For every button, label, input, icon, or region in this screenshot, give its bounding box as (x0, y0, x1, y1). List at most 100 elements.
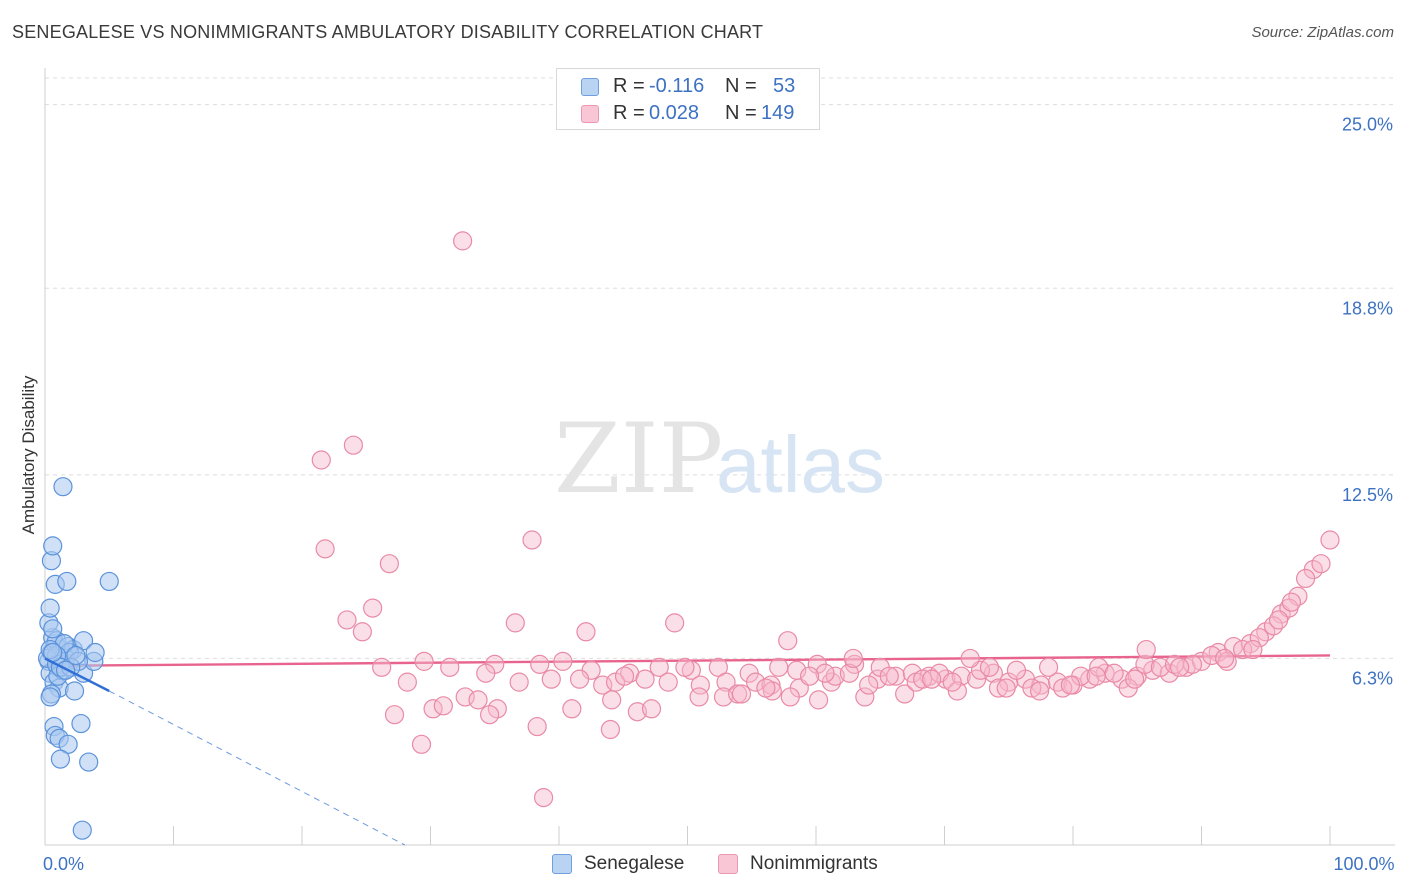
watermark-atlas: atlas (716, 420, 885, 509)
r-label: R = (613, 102, 645, 124)
senegalese-point (40, 598, 60, 618)
nonimmigrants-point (453, 231, 473, 251)
senegalese-trend-extension (109, 690, 406, 846)
nonimmigrants-point (614, 666, 635, 686)
nonimmigrants-point (1053, 678, 1073, 698)
nonimmigrants-point (675, 657, 695, 677)
nonimmigrants-point (411, 734, 432, 754)
senegalese-point (64, 681, 85, 701)
nonimmigrants-point (1135, 654, 1155, 674)
nonimmigrants-point (1143, 660, 1163, 680)
nonimmigrants-point (746, 672, 766, 692)
senegalese-point (43, 619, 63, 639)
nonimmigrants-point (1086, 666, 1106, 686)
r-value: -0.116 (649, 75, 705, 97)
chart-title: SENEGALESE VS NONIMMIGRANTS AMBULATORY D… (12, 22, 764, 42)
nonimmigrants-point (1295, 568, 1316, 589)
nonimmigrants-point (1268, 610, 1289, 630)
nonimmigrants-point (530, 654, 550, 674)
nonimmigrants-point (649, 657, 669, 677)
nonimmigrants-point (799, 666, 820, 686)
nonimmigrants-point (960, 648, 980, 669)
nonimmigrants-point (541, 669, 561, 689)
source-label: Source: ZipAtlas.com (1251, 24, 1394, 41)
nonimmigrants-point (553, 651, 573, 671)
nonimmigrants-point (476, 663, 496, 683)
nonimmigrants-point (509, 672, 529, 692)
nonimmigrants-point (433, 696, 453, 716)
senegalese-points (37, 477, 119, 840)
nonimmigrants-point (627, 702, 647, 722)
nonimmigrants-point (311, 450, 331, 470)
nonimmigrants-point (414, 651, 434, 671)
nonimmigrants-point (815, 663, 835, 683)
series-legend: Senegalese Nonimmigrants (0, 852, 1406, 878)
nonimmigrants-point (1038, 657, 1059, 677)
nonimmigrants-point (1060, 675, 1081, 695)
correlation-legend: R = -0.116 N = 53 R = 0.028 N = 149 (556, 68, 820, 130)
nonimmigrants-point (665, 613, 685, 633)
nonimmigrants-point (602, 690, 622, 710)
nonimmigrants-point (641, 699, 662, 719)
senegalese-point (85, 642, 105, 663)
grid-lines (45, 77, 1395, 659)
nonimmigrants-point (859, 675, 879, 695)
nonimmigrants-point (600, 719, 621, 740)
legend-label: Senegalese (584, 853, 685, 874)
nonimmigrants-point (343, 435, 363, 455)
nonimmigrants-point (363, 598, 383, 618)
y-tick-label: 25.0% (1342, 115, 1393, 135)
nonimmigrants-point (988, 678, 1009, 698)
nonimmigrants-point (337, 610, 357, 630)
trend-lines (44, 654, 1331, 846)
nonimmigrants-point (1281, 592, 1302, 612)
nonimmigrants-point (839, 663, 860, 683)
senegalese-point (73, 631, 94, 651)
nonimmigrants-point (576, 622, 596, 642)
nonimmigrants-point (844, 654, 865, 674)
senegalese-point (99, 571, 119, 592)
senegalese-point (66, 645, 86, 666)
senegalese-point (79, 752, 99, 772)
nonimmigrants-point (1029, 681, 1050, 701)
nonimmigrants-point (895, 684, 915, 704)
nonimmigrants-trend-line (44, 654, 1331, 668)
axes (44, 68, 1395, 846)
nonimmigrants-point (1125, 669, 1145, 689)
nonimmigrants-point (1022, 678, 1042, 698)
n-value: 53 (773, 75, 796, 97)
r-label: R = (613, 75, 645, 97)
nonimmigrants-point (708, 657, 728, 677)
senegalese-point (57, 571, 77, 592)
senegalese-point (40, 687, 60, 707)
nonimmigrants-point (397, 672, 417, 692)
nonimmigrants-point (569, 669, 590, 689)
senegalese-swatch (581, 78, 599, 96)
nonimmigrants-point (855, 687, 875, 707)
senegalese-swatch (552, 854, 572, 874)
nonimmigrants-point (1104, 663, 1124, 683)
nonimmigrants-point (468, 690, 488, 710)
nonimmigrants-point (689, 687, 709, 707)
y-axis-title: Ambulatory Disability (19, 375, 38, 534)
nonimmigrants-point (769, 657, 789, 677)
tick-labels: 6.3% 12.5% 18.8% 25.0% 0.0% 100.0% (43, 115, 1395, 874)
nonimmigrants-point (731, 684, 752, 704)
nonimmigrants-point (527, 716, 547, 737)
x-tick-label: 0.0% (43, 854, 84, 874)
nonimmigrants-point (533, 788, 554, 808)
y-tick-label: 18.8% (1342, 298, 1393, 318)
x-tick-label: 100.0% (1333, 854, 1394, 874)
nonimmigrants-point (879, 666, 899, 686)
legend-label: Nonimmigrants (750, 853, 878, 874)
r-value: 0.028 (649, 102, 700, 124)
nonimmigrants-point (761, 675, 781, 695)
y-tick-label: 6.3% (1352, 668, 1393, 688)
nonimmigrants-point (440, 657, 460, 677)
nonimmigrants-point (379, 554, 399, 574)
senegalese-point (53, 477, 73, 497)
senegalese-point (58, 734, 78, 754)
n-label: N = (725, 75, 757, 97)
nonimmigrants-point (1233, 639, 1253, 660)
nonimmigrants-point (716, 672, 736, 692)
